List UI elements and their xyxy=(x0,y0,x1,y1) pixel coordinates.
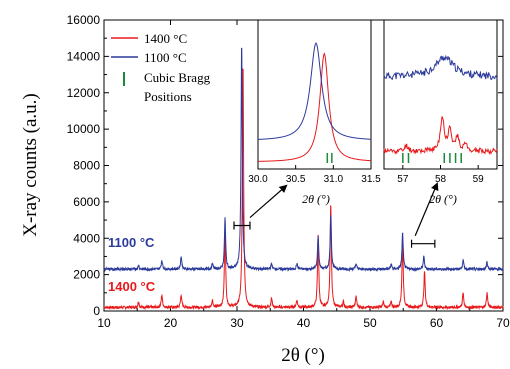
inset-1-x-tick-label: 31.5 xyxy=(361,174,381,185)
inset-2-xlabel: 2θ (°) xyxy=(429,192,457,206)
x-tick-label: 40 xyxy=(297,316,311,330)
inset-1-curves: 30.0 30.5 31.0 31.5 xyxy=(248,42,381,185)
x-tick-label: 30 xyxy=(230,316,244,330)
zoom-markers xyxy=(233,182,439,248)
legend: 1400 °C 1100 °C Cubic Bragg Positions xyxy=(111,31,211,104)
y-axis: 0 2000 4000 6000 8000 10000 12000 14000 16000 xyxy=(67,13,503,318)
inset-1-curve-1400 xyxy=(257,52,372,162)
inset-2-curve-1100 xyxy=(383,54,498,81)
label-1100: 1100 °C xyxy=(108,235,155,250)
y-tick-label: 6000 xyxy=(73,195,100,209)
y-tick-label: 14000 xyxy=(67,49,101,63)
legend-label-bragg-2: Positions xyxy=(144,89,192,104)
zoom-arrow-1 xyxy=(249,184,288,218)
legend-label-bragg: Cubic Bragg xyxy=(144,70,211,85)
inset-1-xlabel: 2θ (°) xyxy=(302,192,330,206)
inset-2-x-tick-label: 58 xyxy=(435,174,447,185)
inset-2-frame xyxy=(383,19,498,170)
y-axis-title: X-ray counts (a.u.) xyxy=(20,93,41,237)
y-tick-label: 2000 xyxy=(73,268,100,282)
x-tick-label: 10 xyxy=(97,316,111,330)
inset-1-curve-1100 xyxy=(257,42,372,140)
inset-2-x-tick-label: 59 xyxy=(473,174,485,185)
inset-1: 30.0 30.5 31.0 31.5 2θ (°) xyxy=(248,19,381,206)
legend-label-1100: 1100 °C xyxy=(144,50,187,65)
x-tick-label: 50 xyxy=(363,316,377,330)
legend-label-1400: 1400 °C xyxy=(144,31,187,46)
zoom-arrow-2 xyxy=(414,182,439,236)
x-tick-label: 20 xyxy=(164,316,178,330)
y-tick-label: 4000 xyxy=(73,231,100,245)
series-line-1400 xyxy=(103,67,504,311)
x-axis-title: 2θ (°) xyxy=(281,345,325,366)
inset-2-curves: 57 58 59 xyxy=(383,54,498,185)
y-tick-label: 16000 xyxy=(67,13,101,27)
inset-1-frame xyxy=(257,19,372,170)
series-line-1100 xyxy=(103,47,504,273)
series-layer xyxy=(103,47,504,311)
inset-1-x-tick-label: 30.5 xyxy=(286,174,306,185)
inset-2-curve-1400 xyxy=(383,116,498,155)
y-tick-label: 8000 xyxy=(73,159,100,173)
inset-2-x-tick-label: 57 xyxy=(397,174,409,185)
inset-1-x-tick-label: 30.0 xyxy=(248,174,268,185)
y-tick-label: 0 xyxy=(93,304,100,318)
label-1400: 1400 °C xyxy=(108,279,156,294)
x-tick-label: 60 xyxy=(430,316,444,330)
x-axis: 10 20 30 40 50 60 70 xyxy=(97,20,510,330)
inset-1-x-tick-label: 31.0 xyxy=(324,174,344,185)
inset-2: 57 58 59 2θ (°) xyxy=(383,19,498,206)
x-tick-label: 70 xyxy=(496,316,510,330)
y-tick-label: 10000 xyxy=(67,122,101,136)
y-tick-label: 12000 xyxy=(67,86,101,100)
